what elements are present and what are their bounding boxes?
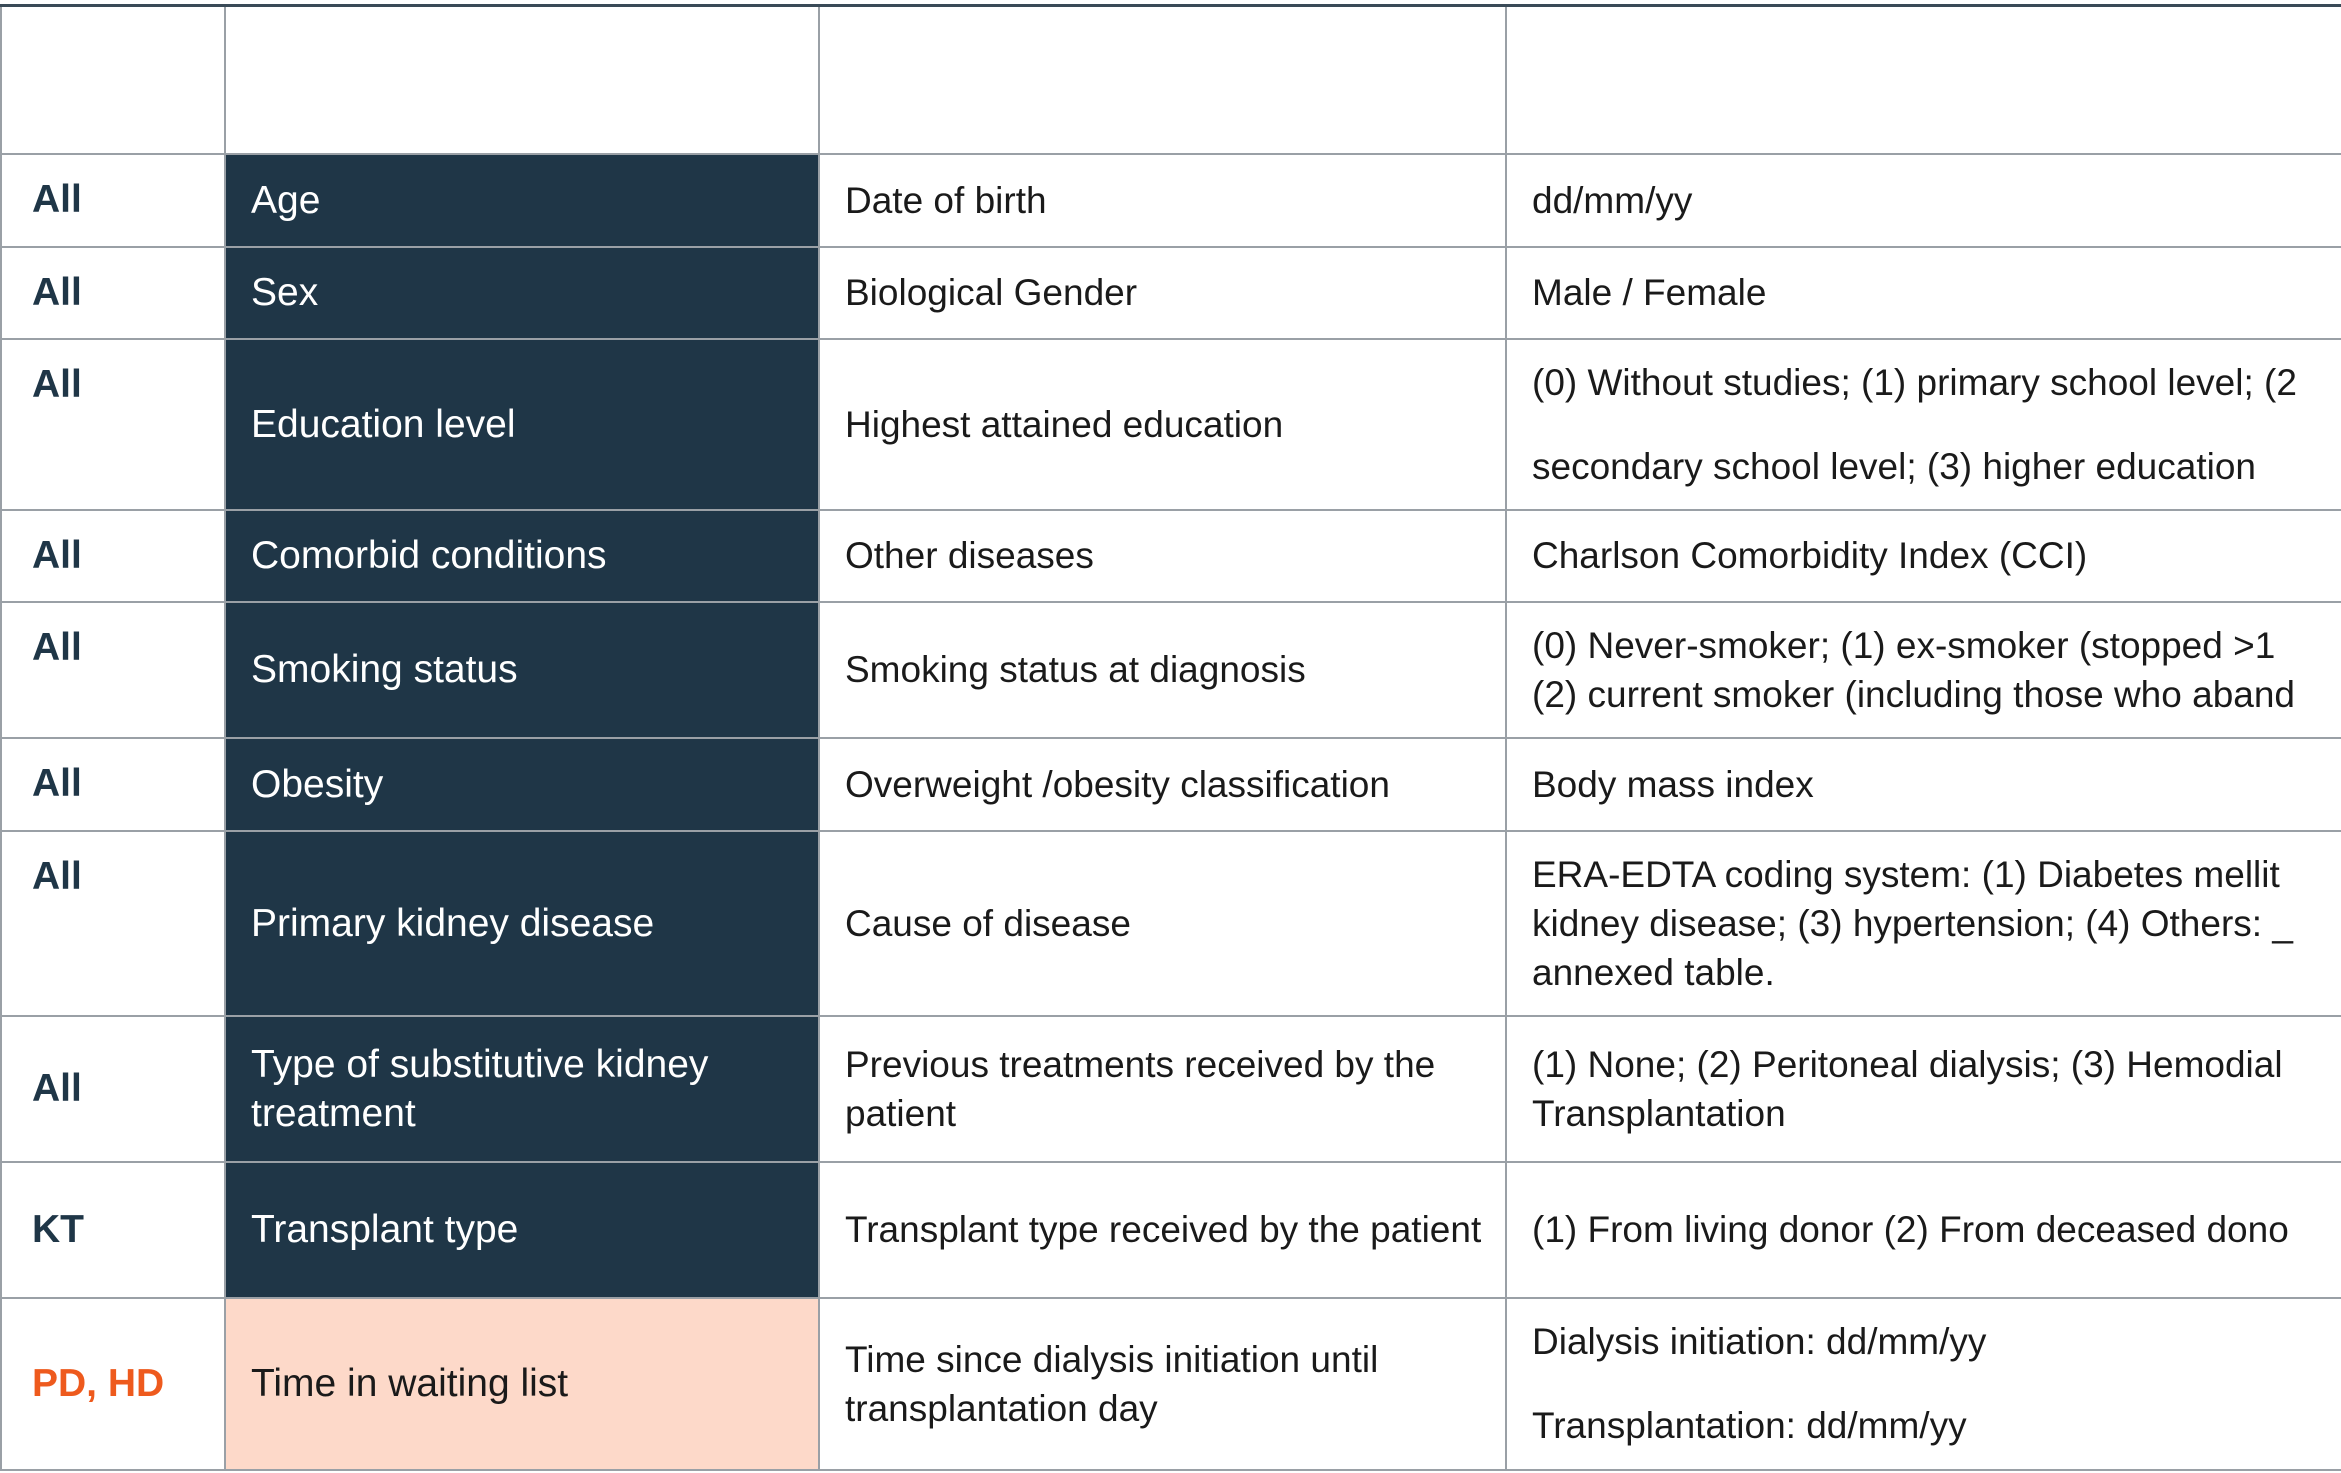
- values-paragraph: Dialysis initiation: dd/mm/yy: [1532, 1317, 2341, 1366]
- variable-cell: Comorbid conditions: [224, 508, 820, 603]
- group-cell: PD, HD: [0, 1296, 226, 1471]
- definition-cell: Date of birth: [818, 152, 1507, 248]
- definition-cell: Overweight /obesity classification: [818, 736, 1507, 832]
- header-row: [0, 4, 2341, 155]
- values-cell: Male / Female: [1505, 245, 2341, 340]
- values-paragraph: (1) None; (2) Peritoneal dialysis; (3) H…: [1532, 1040, 2341, 1138]
- values-line: (2) current smoker (including those who …: [1532, 673, 2295, 715]
- variable-cell: Primary kidney disease: [224, 829, 820, 1017]
- values-line: secondary school level; (3) higher educa…: [1532, 445, 2256, 487]
- values-paragraph: ERA-EDTA coding system: (1) Diabetes mel…: [1532, 850, 2341, 997]
- values-line: annexed table.: [1532, 951, 1775, 993]
- variable-cell: Transplant type: [224, 1160, 820, 1299]
- values-line: dd/mm/yy: [1532, 179, 1693, 221]
- variable-cell: Smoking status: [224, 600, 820, 739]
- values-line: (1) None; (2) Peritoneal dialysis; (3) H…: [1532, 1043, 2283, 1085]
- variable-cell: Age: [224, 152, 820, 248]
- table-row: All Sex Biological Gender Male / Female: [0, 245, 2341, 340]
- values-paragraph: (0) Never-smoker; (1) ex-smoker (stopped…: [1532, 621, 2341, 719]
- values-line: Male / Female: [1532, 272, 1767, 313]
- table-row: All Age Date of birth dd/mm/yy: [0, 152, 2341, 248]
- variable-cell: Obesity: [224, 736, 820, 832]
- values-paragraph: (0) Without studies; (1) primary school …: [1532, 358, 2341, 407]
- variable-cell: Time in waiting list: [224, 1296, 820, 1471]
- values-cell: (0) Without studies; (1) primary school …: [1505, 337, 2341, 511]
- values-line: (0) Never-smoker; (1) ex-smoker (stopped…: [1532, 624, 2276, 666]
- table-row: All Obesity Overweight /obesity classifica…: [0, 736, 2341, 832]
- values-cell: (1) From living donor (2) From deceased …: [1505, 1160, 2341, 1299]
- definition-cell: Time since dialysis initiation until tra…: [818, 1296, 1507, 1471]
- definition-cell: Previous treatments received by the pati…: [818, 1014, 1507, 1163]
- definition-cell: Cause of disease: [818, 829, 1507, 1017]
- group-cell: All: [0, 337, 226, 511]
- group-cell: KT: [0, 1160, 226, 1299]
- values-cell: (1) None; (2) Peritoneal dialysis; (3) H…: [1505, 1014, 2341, 1163]
- definition-cell: Smoking status at diagnosis: [818, 600, 1507, 739]
- variable-cell: Type of substitutive kidney treatment: [224, 1014, 820, 1163]
- values-cell: dd/mm/yy: [1505, 152, 2341, 248]
- definition-cell: Biological Gender: [818, 245, 1507, 340]
- table-row: All Type of substitutive kidney treatment…: [0, 1014, 2341, 1163]
- table-row: All Primary kidney disease Cause of diseas…: [0, 829, 2341, 1017]
- group-cell: All: [0, 829, 226, 1017]
- table-row: KT Transplant type Transplant type receive…: [0, 1160, 2341, 1299]
- variable-cell: Sex: [224, 245, 820, 340]
- values-cell: Charlson Comorbidity Index (CCI): [1505, 508, 2341, 603]
- values-line: (0) Without studies; (1) primary school …: [1532, 361, 2297, 403]
- values-cell: (0) Never-smoker; (1) ex-smoker (stopped…: [1505, 600, 2341, 739]
- values-line: Body mass index: [1532, 763, 1814, 805]
- group-cell: All: [0, 508, 226, 603]
- table-row: PD, HD Time in waiting list Time since dia…: [0, 1296, 2341, 1471]
- values-line: Charlson Comorbidity Index (CCI): [1532, 535, 2088, 576]
- values-cell: ERA-EDTA coding system: (1) Diabetes mel…: [1505, 829, 2341, 1017]
- group-cell: All: [0, 736, 226, 832]
- definition-cell: Transplant type received by the patient: [818, 1160, 1507, 1299]
- values-line: Dialysis initiation: dd/mm/yy: [1532, 1321, 1987, 1362]
- definition-cell: Other diseases: [818, 508, 1507, 603]
- values-line: Transplantation: dd/mm/yy: [1532, 1405, 1967, 1446]
- group-cell: All: [0, 245, 226, 340]
- variable-cell: Education level: [224, 337, 820, 511]
- values-paragraph: Male / Female: [1532, 268, 2341, 317]
- group-cell: All: [0, 1014, 226, 1163]
- values-paragraph: Body mass index: [1532, 760, 2341, 809]
- data-table: All Age Date of birth dd/mm/yy All Sex Biologi…: [0, 4, 2341, 1471]
- values-paragraph: (1) From living donor (2) From deceased …: [1532, 1205, 2341, 1254]
- values-paragraph: Charlson Comorbidity Index (CCI): [1532, 531, 2341, 580]
- group-cell: All: [0, 600, 226, 739]
- values-cell: Body mass index: [1505, 736, 2341, 832]
- values-line: kidney disease; (3) hypertension; (4) Ot…: [1532, 902, 2293, 944]
- values-paragraph: Transplantation: dd/mm/yy: [1532, 1401, 2341, 1450]
- table-row: All Smoking status Smoking status at diagn…: [0, 600, 2341, 739]
- table-row: All Comorbid conditions Other diseases Char…: [0, 508, 2341, 603]
- values-paragraph: secondary school level; (3) higher educa…: [1532, 442, 2341, 491]
- values-line: Transplantation: [1532, 1092, 1786, 1134]
- values-paragraph: dd/mm/yy: [1532, 176, 2341, 225]
- definition-cell: Highest attained education: [818, 337, 1507, 511]
- values-line: ERA-EDTA coding system: (1) Diabetes mel…: [1532, 853, 2280, 895]
- group-cell: All: [0, 152, 226, 248]
- values-line: (1) From living donor (2) From deceased …: [1532, 1209, 2289, 1250]
- values-cell: Dialysis initiation: dd/mm/yy Transplanta…: [1505, 1296, 2341, 1471]
- table-row: All Education level Highest attained educa…: [0, 337, 2341, 511]
